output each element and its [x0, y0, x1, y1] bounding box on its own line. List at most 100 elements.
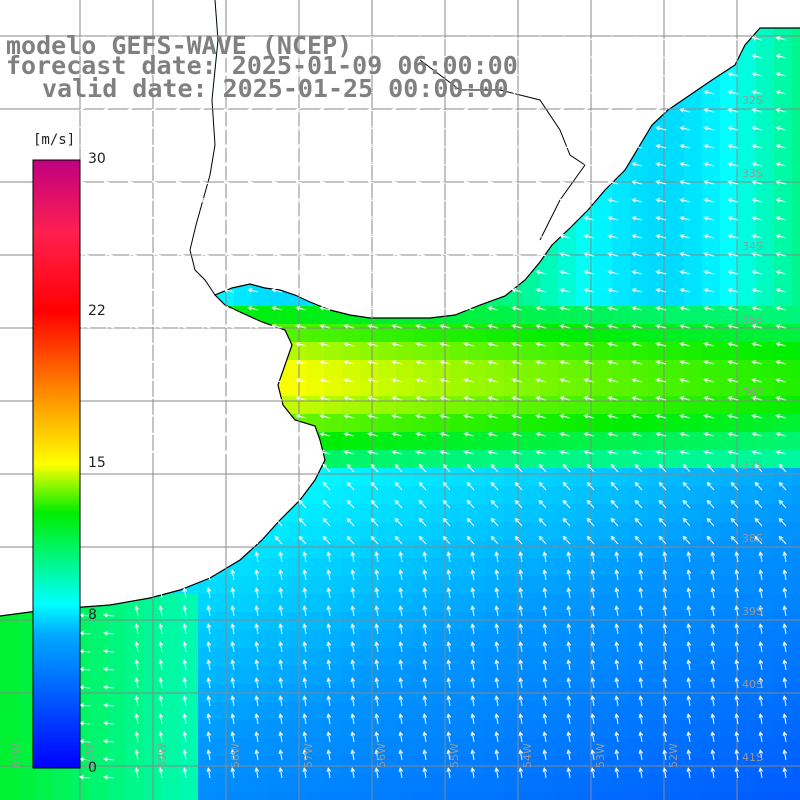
wind-arrow — [535, 144, 547, 149]
field-cell — [666, 162, 685, 181]
field-cell — [630, 648, 649, 667]
wind-arrow — [494, 677, 500, 689]
field-cell — [522, 306, 541, 325]
field-cell — [720, 666, 739, 685]
field-cell — [792, 594, 800, 613]
wind-arrow — [415, 270, 427, 275]
field-cell — [630, 306, 649, 325]
wind-arrow — [322, 535, 331, 545]
wind-arrow — [415, 432, 427, 437]
wind-arrow — [494, 641, 500, 653]
wind-arrow — [703, 342, 715, 347]
wind-arrow — [374, 641, 380, 653]
field-cell — [360, 540, 379, 559]
wind-arrow — [679, 432, 691, 437]
field-cell — [666, 522, 685, 541]
wind-arrow — [583, 414, 595, 419]
field-cell — [378, 522, 397, 541]
field-cell — [342, 576, 361, 595]
wind-arrow — [439, 360, 451, 365]
wind-arrow — [202, 535, 211, 545]
field-cell — [18, 756, 37, 775]
wind-arrow — [679, 216, 691, 221]
field-cell — [756, 324, 775, 343]
field-cell — [648, 738, 667, 757]
wind-arrow — [758, 677, 764, 689]
field-cell — [558, 540, 577, 559]
wind-arrow — [610, 481, 619, 491]
field-cell — [684, 792, 703, 800]
wind-arrow — [518, 659, 524, 671]
wind-arrow — [439, 396, 451, 401]
field-cell — [396, 522, 415, 541]
wind-arrow — [439, 108, 451, 113]
wind-arrow — [343, 396, 355, 401]
field-cell — [630, 594, 649, 613]
field-cell — [630, 270, 649, 289]
wind-arrow — [271, 180, 283, 185]
wind-arrow — [302, 695, 308, 707]
wind-arrow — [247, 450, 259, 455]
field-cell — [720, 180, 739, 199]
coastline — [0, 27, 800, 617]
field-cell — [486, 360, 505, 379]
field-cell — [720, 162, 739, 181]
wind-arrow — [703, 396, 715, 401]
wind-arrow — [607, 432, 619, 437]
wind-arrow — [775, 90, 787, 95]
field-cell — [756, 144, 775, 163]
field-cell — [378, 540, 397, 559]
wind-arrow — [199, 180, 211, 185]
field-cell — [414, 540, 433, 559]
wind-arrow — [343, 180, 355, 185]
field-cell — [684, 270, 703, 289]
field-cell — [594, 468, 613, 487]
wind-arrow — [631, 396, 643, 401]
wind-arrow — [607, 252, 619, 257]
wind-arrow — [343, 90, 355, 95]
wind-arrow — [199, 360, 211, 365]
wind-arrow — [254, 587, 260, 599]
wind-arrow — [706, 481, 715, 491]
wind-arrow — [226, 499, 235, 509]
wind-arrow — [254, 641, 260, 653]
lat-label: 40S — [742, 678, 763, 691]
wind-arrow — [199, 414, 211, 419]
field-cell — [666, 126, 685, 145]
wind-arrow — [151, 234, 163, 239]
field-cell — [738, 522, 757, 541]
lon-label: 53W — [594, 743, 607, 768]
field-cell — [378, 450, 397, 469]
wind-arrow — [271, 54, 283, 59]
wind-arrow — [103, 774, 115, 780]
field-cell — [666, 180, 685, 199]
wind-arrow — [178, 517, 187, 527]
wind-arrow — [322, 499, 331, 509]
field-cell — [720, 198, 739, 217]
field-cell — [522, 594, 541, 613]
wind-arrow — [175, 72, 187, 77]
wind-arrow — [278, 659, 284, 671]
wind-arrow — [158, 623, 164, 635]
wind-arrow — [734, 641, 740, 653]
wind-arrow — [223, 198, 235, 203]
wind-arrow — [271, 288, 283, 293]
field-cell — [720, 576, 739, 595]
wind-arrow — [679, 252, 691, 257]
wind-arrow — [223, 180, 235, 185]
wind-arrow — [398, 713, 404, 725]
wind-arrow — [151, 216, 163, 221]
wind-arrow — [271, 108, 283, 113]
field-cell — [720, 450, 739, 469]
wind-arrow — [686, 623, 692, 635]
field-cell — [558, 738, 577, 757]
wind-arrow — [758, 767, 764, 779]
field-cell — [540, 468, 559, 487]
field-cell — [702, 288, 721, 307]
field-cell — [774, 414, 793, 433]
wind-arrow — [154, 463, 163, 473]
wind-arrow — [223, 450, 235, 455]
field-cell — [720, 126, 739, 145]
field-cell — [666, 558, 685, 577]
wind-arrow — [782, 713, 788, 725]
